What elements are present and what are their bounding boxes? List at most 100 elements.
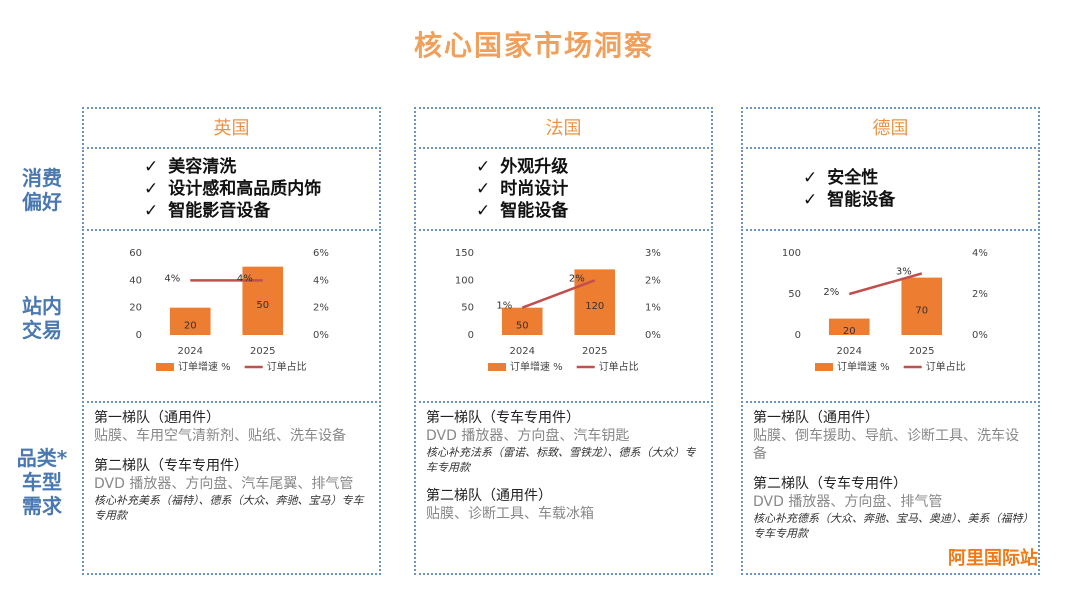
bar-value-label: 70 [915, 305, 928, 316]
y2-tick-label: 6% [313, 248, 329, 259]
y-tick-label: 100 [782, 248, 801, 259]
y2-tick-label: 0% [645, 330, 661, 341]
country-panel: 英国美容清洗设计感和高品质内饰智能影音设备 0 20 40 60 0% 2% 4% 6% 2024… [82, 107, 381, 575]
y2-tick-label: 4% [313, 275, 329, 286]
preference-item: 时尚设计 [476, 178, 711, 200]
tier-title: 第二梯队（通用件） [426, 488, 552, 504]
bar-value-label: 20 [184, 320, 197, 331]
tier-items: 贴膜、倒车援助、导航、诊断工具、洗车设备 [753, 428, 1019, 462]
preferences: 外观升级时尚设计智能设备 [414, 147, 713, 231]
row-label-line: 偏好 [22, 190, 62, 214]
legend-label: 订单增速 % [837, 360, 890, 373]
preference-item: 外观升级 [476, 156, 711, 178]
preferences: 美容清洗设计感和高品质内饰智能影音设备 [82, 147, 381, 231]
x-tick-label: 2025 [582, 346, 607, 357]
tier-items: 贴膜、车用空气清新剂、贴纸、洗车设备 [94, 428, 346, 444]
legend-swatch [815, 363, 833, 371]
line [521, 279, 596, 309]
preference-item: 智能设备 [476, 200, 711, 222]
y2-tick-label: 1% [645, 303, 661, 314]
tier-items: DVD 播放器、方向盘、汽车尾翼、排气管 [94, 476, 354, 492]
chart: 0 20 40 60 0% 2% 4% 6% 2024 2025 20 50 4% 4% 订单增速 % 订单占… [129, 248, 329, 373]
y2-tick-label: 2% [313, 303, 329, 314]
y2-tick-label: 3% [645, 248, 661, 259]
country-header: 德国 [741, 107, 1040, 149]
preference-item: 安全性 [803, 167, 1038, 189]
tier-title: 第一梯队（通用件） [753, 410, 879, 426]
category-needs: 第一梯队（专车专用件） DVD 播放器、方向盘、汽车钥匙 核心补充法系（雷诺、标致、… [414, 401, 713, 575]
line-value-label: 1% [496, 301, 512, 312]
y-tick-label: 20 [129, 303, 142, 314]
country-header: 英国 [82, 107, 381, 149]
country-header: 法国 [414, 107, 713, 149]
tier-note: 核心补充美系（福特）、德系（大众、奔驰、宝马）专车专用款 [94, 494, 364, 522]
y2-tick-label: 0% [972, 330, 988, 341]
tier: 第二梯队（专车专用件） DVD 播放器、方向盘、排气管核心补充德系（大众、奔驰、宝… [753, 475, 1028, 541]
tier: 第二梯队（通用件） 贴膜、诊断工具、车载冰箱 [426, 487, 701, 523]
y-tick-label: 0 [468, 330, 474, 341]
legend-label: 订单增速 % [510, 360, 563, 373]
legend-label: 订单增速 % [178, 360, 231, 373]
bar [828, 318, 870, 335]
legend-swatch [488, 363, 506, 371]
bar [901, 277, 943, 335]
row-label-line: 需求 [22, 494, 62, 518]
row-label-line: 品类* [16, 446, 68, 470]
legend-label: 订单占比 [599, 360, 639, 373]
legend-label: 订单占比 [267, 360, 307, 373]
line-value-label: 3% [896, 267, 912, 278]
row-label: 消费 偏好 [14, 166, 70, 214]
chart: 0 50 100 0% 2% 4% 2024 2025 20 70 2% 3% 订单增速 % 订单占比 [782, 248, 988, 373]
slide-title: 核心国家市场洞察 [413, 29, 654, 62]
y-tick-label: 40 [129, 275, 142, 286]
y-tick-label: 0 [795, 330, 801, 341]
tier: 第一梯队（专车专用件） DVD 播放器、方向盘、汽车钥匙 核心补充法系（雷诺、标致、… [426, 409, 701, 475]
x-tick-label: 2024 [510, 346, 535, 357]
row-label-line: 车型 [22, 470, 62, 494]
line [848, 272, 923, 296]
preference-item: 智能设备 [803, 189, 1038, 211]
preferences: 安全性智能设备 [741, 147, 1040, 231]
tier-note: 核心补充德系（大众、奔驰、宝马、奥迪）、美系（福特）专车专用款 [753, 512, 1028, 540]
tier: 第一梯队（通用件） 贴膜、车用空气清新剂、贴纸、洗车设备 [94, 409, 369, 445]
legend-swatch [156, 363, 174, 371]
tier-items: DVD 播放器、方向盘、排气管 [753, 494, 943, 510]
watermark: 阿里国际站 [948, 548, 1038, 569]
tier: 第二梯队（专车专用件） DVD 播放器、方向盘、汽车尾翼、排气管 核心补充美系（福特… [94, 457, 369, 523]
row-label-line: 交易 [22, 318, 62, 342]
bar-value-label: 50 [516, 320, 529, 331]
chart-box: 0 50 100 150 0% 1% 2% 3% 2024 2025 50 120 1% 2% 订单增速 %… [414, 229, 713, 403]
bar-value-label: 50 [256, 300, 269, 311]
row-label-line: 站内 [22, 294, 62, 318]
row-label: 品类* 车型 需求 [14, 446, 70, 518]
row-label-line: 消费 [22, 166, 62, 190]
tier-items: 贴膜、诊断工具、车载冰箱 [426, 506, 594, 522]
y-tick-label: 50 [788, 289, 801, 300]
country-panel: 法国外观升级时尚设计智能设备 0 50 100 150 0% 1% 2% 3% 2024 2025 5… [414, 107, 713, 575]
legend-label: 订单占比 [926, 360, 966, 373]
category-needs: 第一梯队（通用件） 贴膜、倒车援助、导航、诊断工具、洗车设备第二梯队（专车专用件）… [741, 401, 1040, 575]
y-tick-label: 150 [455, 248, 474, 259]
x-tick-label: 2025 [909, 346, 934, 357]
bar [169, 307, 211, 335]
tier: 第一梯队（通用件） 贴膜、倒车援助、导航、诊断工具、洗车设备 [753, 409, 1028, 463]
line-value-label: 4% [164, 273, 180, 284]
tier-title: 第二梯队（专车专用件） [753, 476, 907, 492]
bar [574, 269, 616, 335]
x-tick-label: 2024 [178, 346, 203, 357]
bar-value-label: 120 [585, 301, 604, 312]
y2-tick-label: 4% [972, 248, 988, 259]
x-tick-label: 2024 [837, 346, 862, 357]
preference-item: 美容清洗 [144, 156, 379, 178]
line-value-label: 4% [237, 273, 253, 284]
line-value-label: 2% [823, 287, 839, 298]
x-tick-label: 2025 [250, 346, 275, 357]
row-label: 站内 交易 [14, 294, 70, 342]
preference-item: 智能影音设备 [144, 200, 379, 222]
bar [501, 307, 543, 335]
bar-value-label: 20 [843, 326, 856, 337]
chart: 0 50 100 150 0% 1% 2% 3% 2024 2025 50 120 1% 2% 订单增速 %… [455, 248, 661, 373]
y-tick-label: 60 [129, 248, 142, 259]
y-tick-label: 100 [455, 275, 474, 286]
y2-tick-label: 2% [972, 289, 988, 300]
